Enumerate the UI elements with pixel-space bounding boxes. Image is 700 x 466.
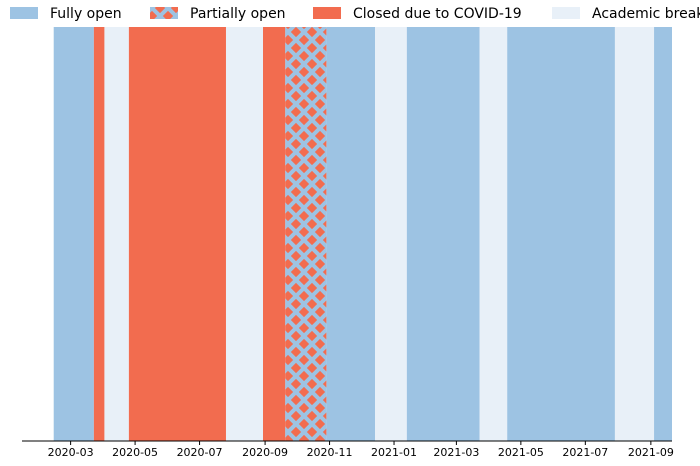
legend-label: Closed due to COVID-19 [353, 6, 522, 22]
span [93, 27, 105, 441]
span [479, 27, 508, 441]
span [128, 27, 226, 441]
legend-swatch [10, 7, 38, 19]
span [406, 27, 480, 441]
x-tick-label: 2020-09 [242, 446, 288, 459]
span [225, 27, 263, 441]
x-tick-label: 2020-07 [177, 446, 223, 459]
span [614, 27, 655, 441]
span [654, 27, 672, 441]
legend-swatch [150, 7, 178, 19]
span [53, 27, 94, 441]
span [104, 27, 129, 441]
x-tick-label: 2020-03 [48, 446, 94, 459]
span [262, 27, 286, 441]
legend-label: Partially open [190, 6, 286, 22]
legend-label: Fully open [50, 6, 122, 22]
x-tick-label: 2021-03 [433, 446, 479, 459]
span [326, 27, 376, 441]
x-tick-label: 2020-11 [307, 446, 353, 459]
x-tick-label: 2021-07 [562, 446, 608, 459]
span [375, 27, 407, 441]
span [285, 27, 327, 441]
x-tick-label: 2021-09 [628, 446, 674, 459]
x-tick-label: 2021-01 [371, 446, 417, 459]
legend-swatch [313, 7, 341, 19]
x-tick-label: 2020-05 [112, 446, 158, 459]
span [507, 27, 615, 441]
legend-swatch [552, 7, 580, 19]
x-tick-label: 2021-05 [498, 446, 544, 459]
legend-label: Academic break [592, 6, 700, 22]
